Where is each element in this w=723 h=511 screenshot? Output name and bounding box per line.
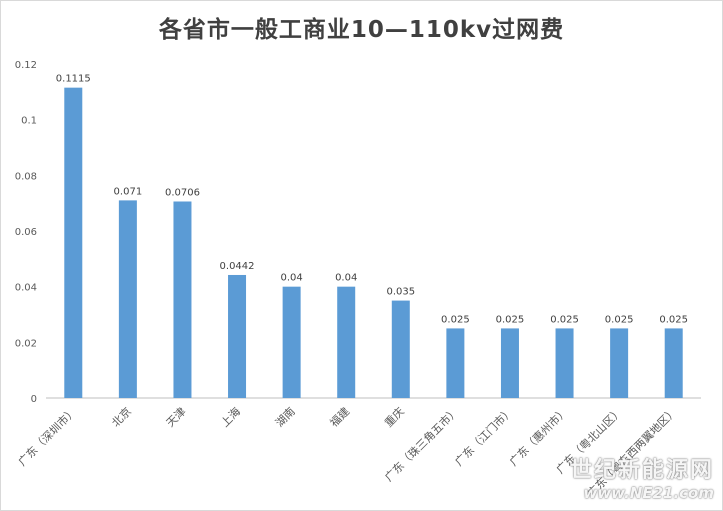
category-label: 天津 [164,405,189,430]
data-label: 0.0706 [165,187,200,198]
data-label: 0.04 [335,273,357,284]
category-label: 北京 [109,404,134,429]
chart-title: 各省市一般工商业10—110kv过网费 [158,17,565,43]
data-label: 0.1115 [56,74,91,85]
category-label: 广东（深圳市） [15,404,79,468]
data-label: 0.025 [659,314,688,325]
data-label: 0.0442 [220,261,255,272]
y-tick-label: 0 [31,394,37,405]
y-tick-label: 0.02 [15,338,37,349]
bar [282,286,301,398]
data-label: 0.071 [114,186,143,197]
data-label: 0.025 [496,314,525,325]
data-label: 0.025 [605,314,634,325]
y-tick-label: 0.08 [15,171,37,182]
watermark-en: www.NE21.com [583,484,714,502]
bar [228,274,247,398]
category-label: 湖南 [273,405,298,430]
data-label: 0.035 [386,287,415,298]
y-tick-label: 0.04 [15,283,37,294]
bar [118,200,137,398]
data-label: 0.025 [550,314,579,325]
bar [64,87,83,399]
bar [337,286,356,398]
category-label: 福建 [327,404,352,429]
site-watermark: 世纪新能源网 www.NE21.com [570,452,714,502]
bar [610,328,629,398]
bar [664,328,683,398]
y-tick-label: 0.1 [21,116,37,127]
bar [500,328,519,398]
category-label: 上海 [218,404,243,429]
bar [446,328,465,398]
y-tick-label: 0.12 [15,60,37,71]
bar [555,328,574,398]
data-label: 0.025 [441,314,470,325]
data-label: 0.04 [280,273,302,284]
category-label: 重庆 [381,404,406,429]
bar [173,201,192,398]
bar [391,300,410,398]
watermark-cn: 世纪新能源网 [569,458,714,483]
y-tick-label: 0.06 [15,227,37,238]
